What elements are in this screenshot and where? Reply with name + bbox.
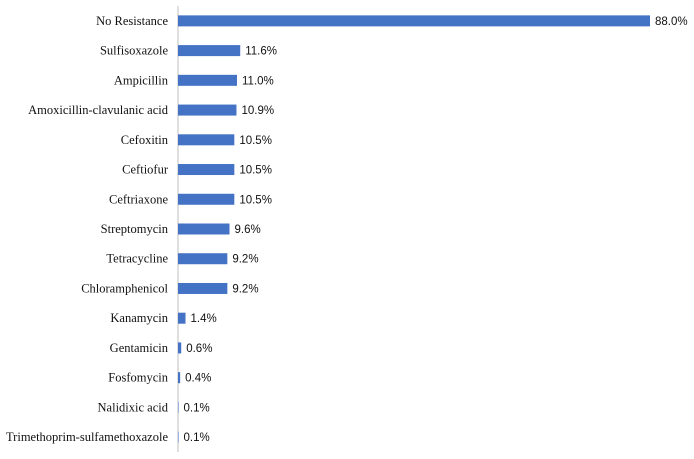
- bar-4: [178, 134, 235, 146]
- category-label-10: Kanamycin: [110, 311, 168, 325]
- bar-0: [178, 15, 650, 27]
- category-label-14: Trimethoprim-sulfamethoxazole: [6, 430, 168, 444]
- category-label-4: Cefoxitin: [121, 133, 169, 147]
- bar-8: [178, 253, 228, 265]
- value-label-5: 10.5%: [239, 165, 272, 177]
- bar-3: [178, 104, 237, 116]
- bars-group: [178, 15, 650, 443]
- category-label-6: Ceftriaxone: [109, 192, 168, 206]
- value-label-6: 10.5%: [239, 194, 272, 206]
- bar-2: [178, 74, 237, 86]
- category-label-0: No Resistance: [96, 14, 168, 28]
- category-label-12: Fosfomycin: [108, 371, 168, 385]
- category-label-9: Chloramphenicol: [81, 281, 168, 295]
- value-label-12: 0.4%: [185, 373, 211, 385]
- value-label-13: 0.1%: [184, 402, 210, 414]
- bar-1: [178, 45, 241, 57]
- category-label-1: Sulfisoxazole: [100, 44, 168, 58]
- category-label-5: Ceftiofur: [122, 163, 169, 177]
- bar-5: [178, 164, 235, 176]
- value-label-4: 10.5%: [239, 135, 272, 147]
- bar-13: [178, 401, 179, 413]
- category-label-2: Ampicillin: [114, 73, 169, 87]
- bar-11: [178, 342, 182, 354]
- value-label-3: 10.9%: [241, 105, 274, 117]
- bar-6: [178, 193, 235, 205]
- category-labels-group: No Resistance Sulfisoxazole Ampicillin Amox…: [6, 14, 169, 444]
- value-label-9: 9.2%: [232, 283, 258, 295]
- value-label-2: 11.0%: [242, 75, 274, 87]
- bar-12: [178, 372, 181, 384]
- bar-10: [178, 312, 186, 324]
- category-label-8: Tetracycline: [106, 252, 168, 266]
- bar-14: [178, 431, 179, 443]
- category-label-13: Nalidixic acid: [98, 400, 169, 414]
- bar-7: [178, 223, 230, 235]
- value-label-1: 11.6%: [245, 46, 277, 58]
- value-label-0: 88.0%: [655, 16, 688, 28]
- value-label-11: 0.6%: [186, 343, 212, 355]
- value-label-7: 9.6%: [234, 224, 260, 236]
- category-label-11: Gentamicin: [110, 341, 169, 355]
- value-label-8: 9.2%: [232, 254, 258, 266]
- value-label-14: 0.1%: [184, 432, 210, 444]
- category-label-7: Streptomycin: [101, 222, 169, 236]
- bar-9: [178, 282, 228, 294]
- value-labels-group: 88.0% 11.6% 11.0% 10.9% 10.5% 10.5% 10.5% 9.6% 9…: [184, 16, 688, 444]
- category-label-3: Amoxicillin-clavulanic acid: [28, 103, 169, 117]
- value-label-10: 1.4%: [191, 313, 217, 325]
